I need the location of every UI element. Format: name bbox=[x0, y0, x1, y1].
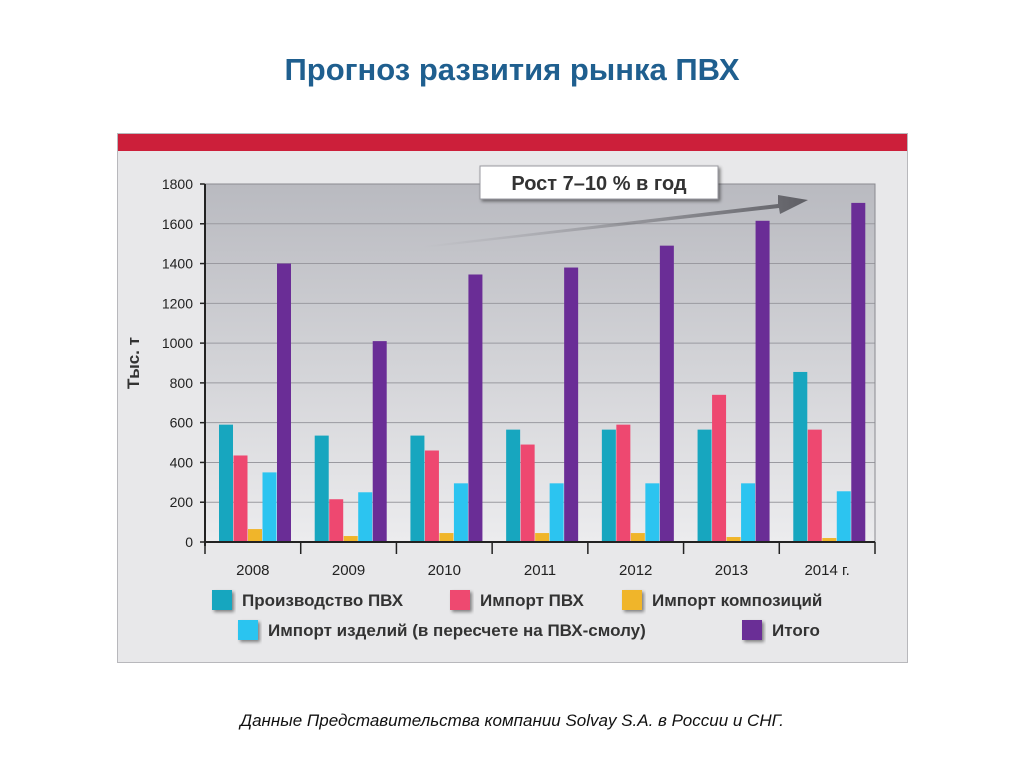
bar bbox=[520, 444, 535, 542]
bar bbox=[630, 533, 645, 542]
bar bbox=[468, 274, 483, 542]
bar bbox=[726, 537, 741, 542]
x-tick-label: 2012 bbox=[619, 562, 652, 579]
legend-label: Производство ПВХ bbox=[242, 591, 404, 610]
bar bbox=[549, 483, 564, 542]
page-title: Прогноз развития рынка ПВХ bbox=[284, 52, 740, 87]
bar bbox=[712, 394, 727, 542]
bar bbox=[343, 536, 358, 542]
bar bbox=[851, 202, 866, 542]
bar bbox=[601, 429, 616, 542]
y-tick-label: 1600 bbox=[162, 216, 193, 232]
y-axis-label: Тыс. т bbox=[124, 337, 143, 389]
x-tick-label: 2013 bbox=[715, 562, 748, 579]
bar bbox=[616, 424, 631, 542]
bar bbox=[506, 429, 521, 542]
bar bbox=[697, 429, 712, 542]
chart: 0 200 400 600 800 1000 1200 1400 1600 1800 Тыс. т 2… bbox=[124, 165, 876, 640]
bar bbox=[822, 538, 837, 542]
bar bbox=[277, 263, 291, 542]
legend-label: Импорт ПВХ bbox=[480, 591, 585, 610]
bar bbox=[793, 371, 808, 542]
legend-swatch bbox=[622, 590, 642, 610]
growth-callout bbox=[479, 165, 719, 200]
bar bbox=[645, 483, 660, 542]
y-tick-label: 1000 bbox=[162, 335, 193, 351]
x-tick-label: 2010 bbox=[428, 562, 461, 579]
legend-label: Итого bbox=[772, 621, 820, 640]
bar bbox=[358, 492, 373, 542]
x-tick-label: 2014 г. bbox=[804, 562, 849, 579]
plot-area bbox=[205, 184, 875, 542]
x-tick-label: 2009 bbox=[332, 562, 365, 579]
bar bbox=[410, 435, 425, 542]
bar bbox=[453, 483, 468, 542]
bar bbox=[755, 220, 770, 542]
chart-panel: 0 200 400 600 800 1000 1200 1400 1600 1800 Тыс. т 2… bbox=[117, 133, 908, 663]
source-note: Данные Представительства компании Solvay… bbox=[240, 711, 784, 730]
bar bbox=[233, 455, 248, 542]
legend-swatch bbox=[238, 620, 258, 640]
bar bbox=[439, 533, 454, 542]
y-tick-label: 600 bbox=[170, 415, 194, 431]
bar bbox=[535, 533, 550, 542]
bar bbox=[262, 472, 277, 542]
bar bbox=[807, 429, 822, 542]
y-tick-label: 800 bbox=[170, 375, 194, 391]
growth-arrow bbox=[423, 195, 808, 248]
bar bbox=[314, 435, 329, 542]
bar bbox=[219, 424, 233, 542]
x-tick-label: 2008 bbox=[236, 562, 269, 579]
bar bbox=[659, 245, 674, 542]
y-tick-label: 1400 bbox=[162, 256, 193, 272]
bar bbox=[372, 341, 387, 542]
legend-swatch bbox=[450, 590, 470, 610]
legend-label: Импорт изделий (в пересчете на ПВХ-смолу… bbox=[268, 621, 646, 640]
bar bbox=[741, 483, 756, 542]
y-tick-label: 0 bbox=[185, 534, 193, 550]
y-tick-label: 1200 bbox=[162, 295, 193, 311]
bar bbox=[248, 529, 262, 542]
y-tick-label: 200 bbox=[170, 494, 194, 510]
bar bbox=[424, 450, 439, 542]
bar bbox=[329, 499, 344, 542]
legend-swatch bbox=[212, 590, 232, 610]
growth-label: Рост 7–10 % в год bbox=[511, 173, 687, 195]
panel-header-bar bbox=[118, 134, 907, 151]
y-tick-label: 1800 bbox=[162, 176, 193, 192]
y-tick-label: 400 bbox=[170, 454, 194, 470]
legend-swatch bbox=[742, 620, 762, 640]
x-tick-label: 2011 bbox=[524, 562, 556, 579]
legend-label: Импорт композиций bbox=[652, 591, 822, 610]
bar bbox=[564, 267, 579, 542]
bar bbox=[836, 491, 851, 542]
